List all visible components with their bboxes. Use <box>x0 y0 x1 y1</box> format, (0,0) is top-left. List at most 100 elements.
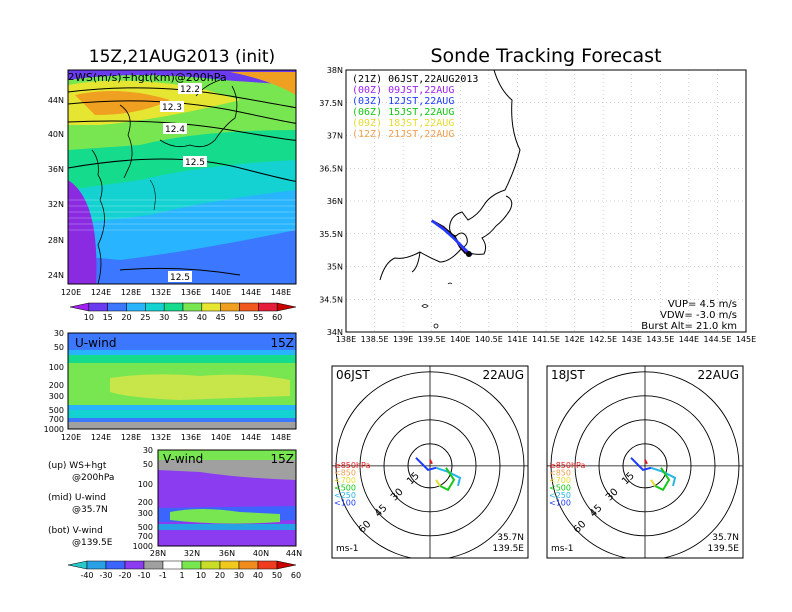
hodograph-time: 18JST <box>551 368 585 382</box>
map-frame <box>67 69 297 285</box>
hodograph-lon: 139.5E <box>708 544 740 554</box>
lat-tick: 37.5N <box>319 99 343 108</box>
lon-tick: 144E <box>679 335 699 344</box>
v-wind-label: V-wind <box>163 452 203 466</box>
track-legend: (21Z) 06JST,22AUG2013(00Z) 09JST,22AUG(0… <box>352 74 478 140</box>
track-lat-labels: 38N 37.5N 37N 36.5N 36N 35.5N 35N 34.5N 34N <box>319 66 343 337</box>
lat-label: 24N <box>48 271 64 280</box>
colorbar-tick: 40 <box>197 313 207 322</box>
lon-label: 132E <box>151 288 171 297</box>
hodograph-lat: 35.7N <box>497 533 524 543</box>
hodograph-lon: 139.5E <box>493 544 525 554</box>
wind-trace <box>429 459 433 465</box>
colorbar-tick: 55 <box>253 313 263 322</box>
lon-label: 124E <box>91 288 111 297</box>
pressure-tick: 500 <box>138 523 153 532</box>
level-legend: <100 <box>549 499 571 508</box>
colorbar-swatch <box>124 560 145 570</box>
level-legend: ≥850hPa <box>549 461 586 470</box>
lon-tick: 120E <box>61 433 81 442</box>
colorbar-tick: 50 <box>234 313 244 322</box>
track-params: VUP= 4.5 m/s VDW= -3.0 m/s Burst Alt= 21… <box>641 299 737 332</box>
colorbar-swatch <box>143 560 164 570</box>
note-line: (mid) U-wind <box>48 493 106 503</box>
track-endpoint <box>465 251 472 258</box>
lon-tick: 124E <box>91 433 111 442</box>
lon-label: 128E <box>121 288 141 297</box>
lon-tick: 140.5E <box>475 335 503 344</box>
colorbar-swatch <box>276 560 297 570</box>
hodograph-unit: ms-1 <box>336 544 358 554</box>
lat-label: 28N <box>48 236 64 245</box>
contour-label: 12.5 <box>185 158 205 168</box>
hodograph-unit: ms-1 <box>551 544 573 554</box>
contour-labels: 12.2 12.3 12.4 12.5 12.5 <box>160 83 207 283</box>
lon-tick: 140E <box>450 335 470 344</box>
lon-tick: 128E <box>121 433 141 442</box>
hodograph-time: 06JST <box>336 368 370 382</box>
lat-tick: 44N <box>286 549 302 558</box>
pressure-tick: 50 <box>54 343 64 352</box>
u-wind-y-ticks: 30 50 100 200 300 500 700 1000 <box>44 329 64 434</box>
contour-label: 12.2 <box>180 85 200 95</box>
colorbar-tick: -40 <box>80 571 93 580</box>
lon-tick: 139E <box>393 335 413 344</box>
contour-label: 12.4 <box>165 125 185 135</box>
colorbar-tick: 40 <box>253 571 263 580</box>
map-panel-label: WS(m/s)+hgt(km)@200hPa <box>75 71 227 84</box>
colorbar-tick: 1 <box>179 571 184 580</box>
colorbar-tick: -1 <box>159 571 167 580</box>
legend-entry: (00Z) 09JST,22AUG <box>352 85 454 96</box>
left-title: 15Z,21AUG2013 (init) <box>89 47 275 67</box>
wind-trace <box>654 467 671 492</box>
wind-speed-colorbar: 10 15 20 25 30 35 40 45 50 55 60 <box>69 302 297 322</box>
lon-tick: 148E <box>271 433 291 442</box>
u-wind-section <box>68 333 296 429</box>
wind-trace <box>435 479 441 487</box>
map-lat-labels: 44N 40N 36N 32N 28N 24N <box>48 96 64 280</box>
map-lon-labels: 120E 124E 128E 132E 136E 140E 144E 148E <box>61 288 291 297</box>
lon-tick: 136E <box>181 433 201 442</box>
lon-tick: 142.5E <box>589 335 617 344</box>
colorbar-swatch <box>69 302 90 312</box>
pressure-tick: 1000 <box>133 542 153 551</box>
colorbar-swatch <box>181 560 202 570</box>
note-line: (bot) V-wind <box>48 526 103 536</box>
level-legend: <850 <box>549 469 571 478</box>
lon-tick: 138.5E <box>361 335 389 344</box>
v-wind-colorbar: -40 -30 -20 -10 -1 1 10 20 30 40 50 60 <box>67 560 301 580</box>
lon-tick: 139.5E <box>418 335 446 344</box>
legend-entry: (21Z) 06JST,22AUG2013 <box>352 74 478 85</box>
pressure-tick: 1000 <box>44 425 64 434</box>
wind-trace <box>644 459 648 465</box>
lon-label: 148E <box>271 288 291 297</box>
colorbar-tick: 50 <box>272 571 282 580</box>
lon-tick: 145E <box>736 335 756 344</box>
colorbar-swatch <box>105 560 126 570</box>
u-wind-frame <box>67 332 297 430</box>
colorbar-swatch <box>182 302 203 312</box>
pressure-tick: 200 <box>49 381 64 390</box>
colorbar-swatch <box>219 560 240 570</box>
lon-tick: 132E <box>151 433 171 442</box>
colorbar-swatch <box>163 302 184 312</box>
level-legend: <250 <box>549 491 571 500</box>
colorbar-tick: 20 <box>215 571 225 580</box>
contour-label: 12.5 <box>170 273 190 283</box>
colorbar-tick: 25 <box>140 313 150 322</box>
colorbar-tick: -30 <box>99 571 112 580</box>
lon-tick: 140E <box>211 433 231 442</box>
pressure-tick: 300 <box>138 509 153 518</box>
level-legend: <700 <box>549 476 571 485</box>
lat-tick: 35N <box>327 263 343 272</box>
lat-tick: 37N <box>327 132 343 141</box>
u-wind-time: 15Z <box>271 336 295 350</box>
v-wind-section <box>158 450 296 546</box>
pressure-tick: 100 <box>49 363 64 372</box>
lat-label: 40N <box>48 130 64 139</box>
note-line: (up) WS+hgt <box>48 461 107 471</box>
level-legend: ≥850hPa <box>334 461 371 470</box>
